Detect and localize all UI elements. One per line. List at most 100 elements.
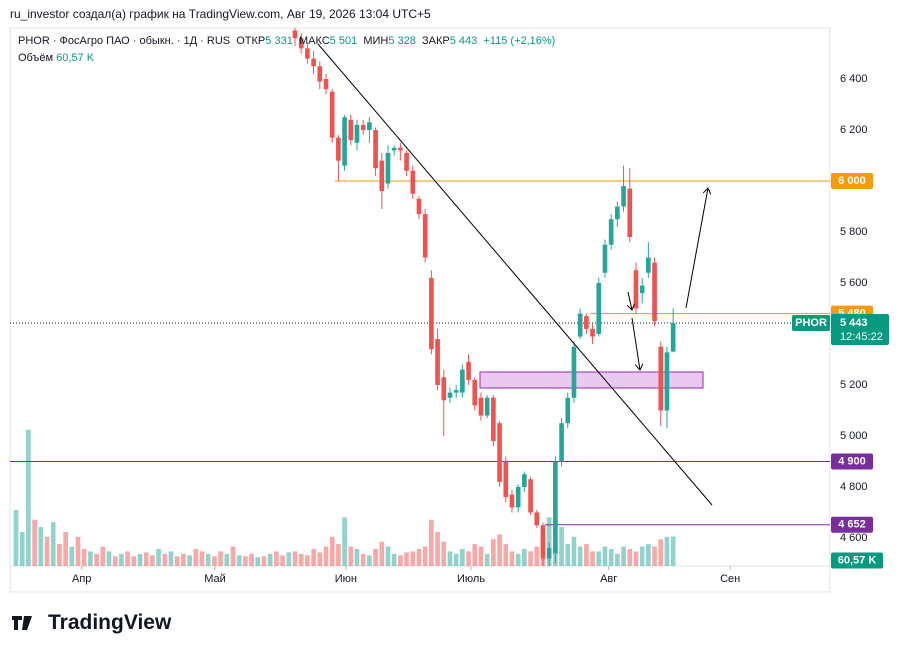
volume-bar [44, 536, 50, 566]
volume-bar [354, 548, 360, 566]
volume-bar [652, 546, 657, 566]
candle-body [633, 270, 639, 309]
volume-legend: Объём 60,57 K [18, 52, 94, 64]
volume-bar [435, 531, 440, 566]
volume-bar [422, 546, 428, 566]
candle-body [559, 423, 564, 462]
volume-bar [466, 551, 471, 566]
volume-bar [187, 555, 192, 566]
trend-line [317, 43, 713, 506]
candle-body [404, 152, 409, 171]
candle-body [410, 170, 416, 194]
volume-bar [460, 548, 465, 566]
volume-bar [305, 555, 310, 566]
candle-body [522, 474, 527, 487]
volume-bar [218, 551, 223, 566]
candle-body [664, 352, 670, 411]
volume-bar [410, 551, 416, 566]
legend-line: PHOR · ФосАгро ПАО · обыкн. · 1Д · RUS О… [18, 35, 555, 47]
arrow [631, 317, 640, 370]
candle-body [528, 479, 533, 513]
volume-bar [503, 544, 509, 566]
volume-bar [81, 548, 87, 566]
brand-logo [12, 616, 32, 630]
volume-bar [292, 551, 298, 566]
volume-bar [478, 546, 484, 566]
candle-body [491, 397, 496, 442]
label: ОТКР [236, 35, 266, 47]
candle-body [311, 58, 316, 67]
volume-bar [131, 556, 137, 566]
candle-body [577, 313, 583, 337]
candle-body [323, 78, 329, 90]
zone-rectangle [479, 371, 704, 389]
volume-bar [317, 552, 323, 566]
candle-body [348, 119, 354, 141]
candle-body [553, 461, 558, 554]
volume-bar [447, 551, 453, 566]
arrow [685, 188, 708, 309]
volume-bar [63, 531, 68, 566]
volume-bar [249, 553, 254, 566]
volume-bar [38, 527, 44, 566]
timer-label: 12:45:22 [840, 331, 883, 343]
label: ЗАКР [422, 35, 450, 47]
volume-bar [608, 548, 614, 566]
candle-body [646, 257, 651, 273]
volume-bar [329, 536, 335, 566]
volume-bar [584, 544, 589, 566]
volume-bar [298, 553, 304, 566]
caption: ru_investor создал(а) график на TradingV… [10, 7, 431, 21]
volume-bar [336, 544, 341, 566]
candle-body [602, 244, 608, 273]
candle-body [670, 323, 676, 352]
candle-body [615, 206, 620, 220]
candle-body [298, 38, 304, 49]
volume-bar [243, 556, 248, 566]
value: 5 443 [449, 35, 478, 47]
volume-bar [174, 556, 180, 566]
y-tick-label: 4 600 [840, 532, 868, 544]
volume-bar [602, 546, 608, 566]
volume-bar [267, 553, 273, 566]
candle-body [484, 397, 490, 416]
volume-bar [342, 517, 347, 566]
candle-body [658, 346, 664, 411]
candle-body [398, 147, 403, 151]
candle-body [546, 548, 552, 559]
volume-bar [528, 551, 533, 566]
y-tick-label: 5 600 [840, 277, 868, 289]
volume-bar [100, 546, 106, 566]
y-tick-label: 4 800 [840, 481, 868, 493]
label: МАКС [298, 35, 330, 47]
candle-body [621, 186, 626, 207]
price-badge [831, 314, 889, 346]
candle-body [354, 124, 360, 143]
candle-body [336, 137, 341, 161]
candle-body [627, 188, 633, 238]
volume-bar [112, 556, 118, 566]
volume-bar [156, 548, 161, 566]
y-tick-label: 6 400 [840, 73, 868, 85]
x-tick-label: Авг [600, 573, 617, 585]
y-tick-label: 5 000 [840, 430, 868, 442]
volume-badge [831, 552, 883, 569]
volume-bar [615, 553, 620, 566]
volume-bar [143, 552, 149, 566]
volume-bar [497, 534, 502, 566]
candle-body [466, 362, 471, 380]
volume-bar [429, 519, 434, 566]
volume-bar [646, 544, 651, 566]
candle-body [590, 328, 595, 337]
level-label: 6 000 [838, 175, 866, 187]
volume-bar [509, 551, 515, 566]
candle-body [509, 494, 515, 508]
volume-bar [453, 553, 459, 566]
volume-bar [559, 527, 564, 566]
volume-bar [348, 546, 354, 566]
volume-bar [385, 546, 391, 566]
volume-label: 60,57 K [838, 554, 877, 566]
volume-bar [230, 546, 236, 566]
candle-body [515, 486, 521, 508]
